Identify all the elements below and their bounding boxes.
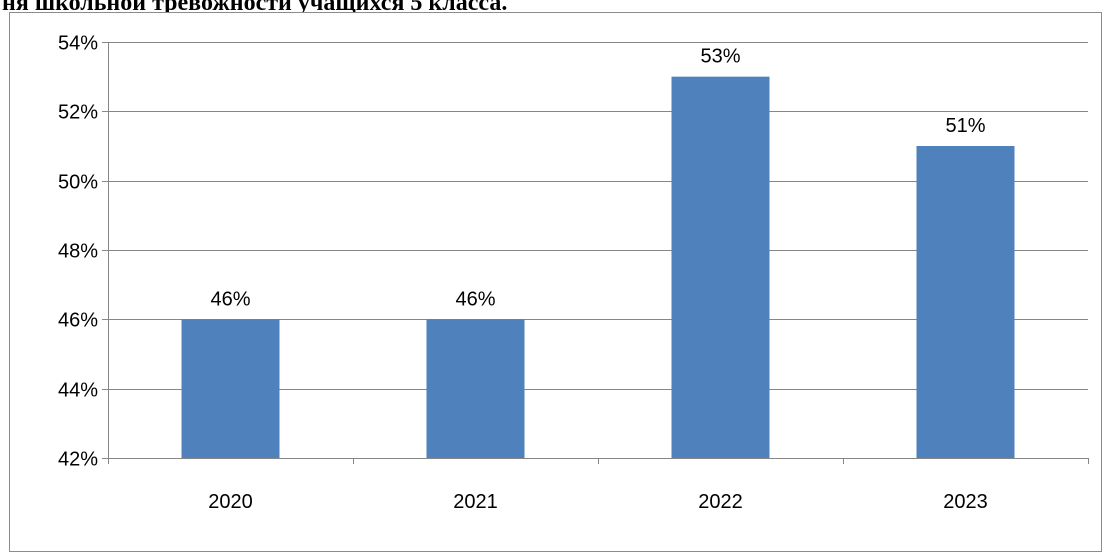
y-tick-label: 52% <box>58 102 98 124</box>
document-heading: ня школьной тревожности учащихся 5 класс… <box>2 0 508 13</box>
y-tick-label: 50% <box>58 172 98 194</box>
bar-2020 <box>181 319 280 458</box>
data-label: 46% <box>210 288 250 310</box>
x-category-label: 2020 <box>208 491 253 513</box>
data-label: 51% <box>945 115 985 137</box>
x-category-label: 2022 <box>698 491 743 513</box>
bars <box>181 76 1015 459</box>
y-tick-label: 48% <box>58 241 98 263</box>
bar-2023 <box>916 146 1015 458</box>
y-tick-label: 46% <box>58 310 98 332</box>
data-label: 46% <box>455 288 495 310</box>
x-category-label: 2021 <box>453 491 498 513</box>
y-tick-label: 54% <box>58 33 98 55</box>
data-label: 53% <box>700 46 740 68</box>
axes <box>102 42 1089 464</box>
y-tick-label: 42% <box>58 449 98 471</box>
labels: 42% 44% 46% 48% 50% 52% 54% 46% 2020 46% 2021 53% 20… <box>58 33 988 514</box>
y-tick-label: 44% <box>58 380 98 402</box>
bar-2022 <box>671 76 770 459</box>
bar-chart: 42% 44% 46% 48% 50% 52% 54% 46% 2020 46% 2021 53% 20… <box>58 33 1089 514</box>
bar-2021 <box>426 319 525 458</box>
x-category-label: 2023 <box>943 491 988 513</box>
